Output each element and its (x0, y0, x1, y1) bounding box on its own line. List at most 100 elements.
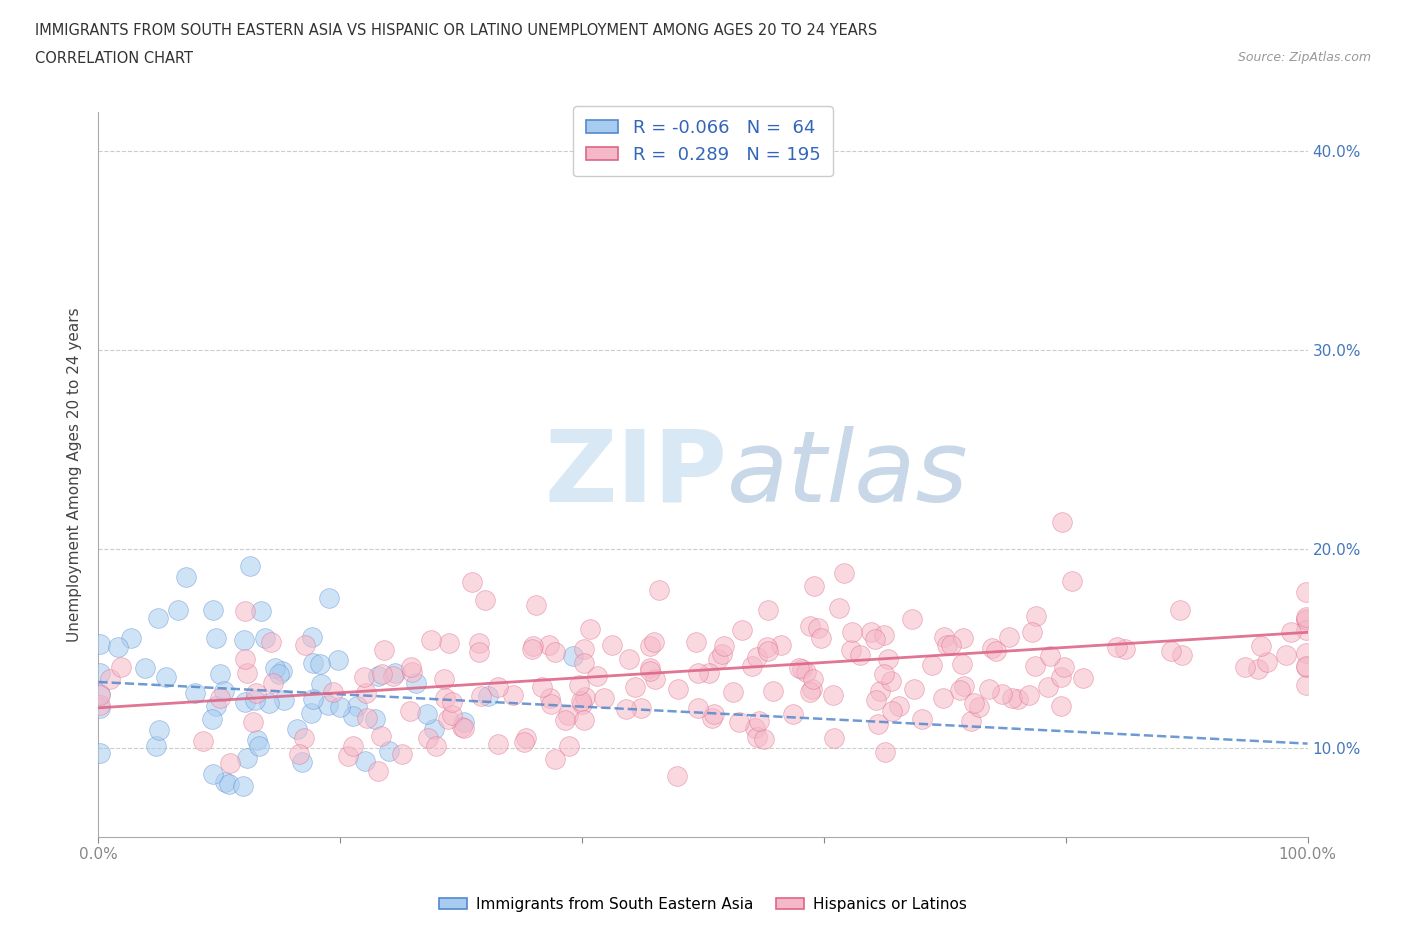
Point (863, 631, 886, 646)
Point (522, 642, 544, 657)
Point (329, 699, 352, 714)
Point (291, 754, 314, 769)
Point (801, 682, 824, 697)
Point (873, 628, 896, 643)
Point (219, 756, 242, 771)
Point (253, 631, 276, 646)
Point (434, 691, 457, 706)
Point (89, 637, 111, 652)
Point (832, 565, 855, 580)
Point (932, 630, 955, 644)
Point (803, 578, 825, 593)
Point (371, 666, 394, 681)
Point (524, 598, 547, 613)
Point (243, 692, 266, 707)
Point (370, 728, 392, 743)
Point (468, 644, 491, 659)
Point (399, 659, 422, 674)
Point (1024, 608, 1046, 623)
Point (184, 685, 207, 700)
Point (702, 711, 724, 725)
Point (439, 635, 461, 650)
Point (790, 661, 813, 676)
Point (425, 738, 447, 753)
Point (205, 631, 228, 645)
Point (1062, 574, 1084, 589)
Point (205, 698, 228, 713)
Point (1001, 690, 1024, 705)
Point (614, 702, 637, 717)
Point (787, 660, 810, 675)
Point (134, 661, 156, 676)
Point (262, 676, 284, 691)
Point (1021, 625, 1043, 640)
Point (754, 732, 776, 747)
Point (271, 664, 294, 679)
Point (935, 638, 957, 653)
Text: IMMIGRANTS FROM SOUTH EASTERN ASIA VS HISPANIC OR LATINO UNEMPLOYMENT AMONG AGES: IMMIGRANTS FROM SOUTH EASTERN ASIA VS HI… (35, 23, 877, 38)
Point (470, 688, 492, 703)
Point (89, 686, 111, 701)
Point (869, 684, 891, 699)
Point (208, 667, 231, 682)
Point (432, 671, 454, 686)
Point (377, 744, 399, 759)
Point (711, 646, 734, 661)
Point (288, 747, 311, 762)
Point (474, 592, 496, 607)
Point (643, 634, 665, 649)
Point (558, 739, 581, 754)
Point (89, 698, 111, 712)
Point (685, 635, 707, 650)
Point (367, 764, 389, 778)
Point (600, 637, 623, 652)
Point (794, 665, 817, 680)
Point (267, 666, 290, 681)
Point (644, 671, 666, 686)
Point (538, 690, 561, 705)
Point (873, 745, 896, 760)
Point (247, 738, 270, 753)
Point (299, 705, 322, 720)
Point (200, 711, 222, 726)
Point (949, 683, 972, 698)
Point (233, 632, 256, 647)
Point (921, 658, 943, 672)
Point (1295, 613, 1317, 628)
Text: Source: ZipAtlas.com: Source: ZipAtlas.com (1237, 51, 1371, 64)
Point (391, 746, 413, 761)
Point (572, 642, 595, 657)
Point (373, 643, 395, 658)
Point (665, 769, 688, 784)
Point (1295, 622, 1317, 637)
Point (849, 648, 872, 663)
Point (866, 717, 889, 732)
Point (273, 693, 295, 708)
Point (782, 706, 804, 721)
Point (249, 603, 271, 618)
Point (120, 631, 142, 645)
Point (747, 650, 769, 665)
Point (953, 678, 976, 693)
Point (486, 680, 509, 695)
Text: CORRELATION CHART: CORRELATION CHART (35, 51, 193, 66)
Point (574, 689, 596, 704)
Point (1071, 671, 1094, 685)
Point (668, 682, 690, 697)
Point (931, 690, 953, 705)
Point (245, 685, 267, 700)
Point (758, 644, 780, 658)
Point (979, 682, 1001, 697)
Point (316, 698, 339, 712)
Point (579, 621, 602, 636)
Point (232, 778, 254, 793)
Point (823, 731, 845, 746)
Point (879, 673, 901, 688)
Point (741, 658, 763, 673)
Point (544, 752, 567, 767)
Point (697, 666, 720, 681)
Point (571, 697, 593, 711)
Point (477, 688, 499, 703)
Point (239, 558, 262, 573)
Point (342, 709, 364, 724)
